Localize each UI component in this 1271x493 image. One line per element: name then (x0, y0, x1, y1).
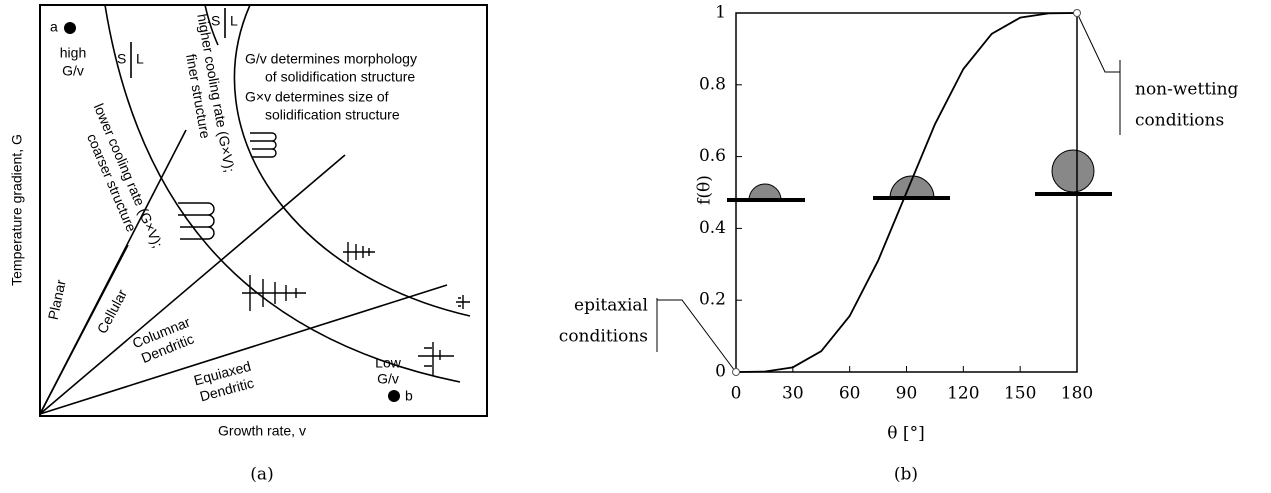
note: G/v determines morphology (245, 51, 417, 67)
caption: (a) (250, 465, 273, 485)
droplet (748, 183, 782, 201)
cooling-label: lower cooling rate (G×V); coarser struct… (84, 101, 166, 250)
leader (657, 299, 736, 372)
phase-label: L (230, 13, 238, 29)
equiaxed-large (418, 342, 454, 376)
x-tick-label: 120 (947, 384, 979, 404)
note: G×v determines size of (245, 89, 389, 105)
region-label: Columnar Dendritic (130, 314, 196, 366)
point-a (64, 22, 76, 34)
cooling-curve (204, 4, 219, 46)
note: of solidification structure (265, 69, 415, 85)
x-axis-label: θ [°] (887, 424, 924, 444)
cells-small (250, 132, 277, 158)
frame (39, 4, 488, 417)
cooling-curve (233, 4, 471, 317)
line (735, 12, 1078, 373)
boundaries (39, 4, 471, 415)
dendrite-small (343, 242, 375, 262)
droplet (1051, 149, 1095, 193)
equiaxed-small (456, 295, 470, 309)
y-tick-label: 0.4 (699, 218, 726, 238)
x-tick-label: 60 (839, 384, 861, 404)
cooling-curve (104, 4, 461, 383)
point-label: b (405, 388, 413, 404)
annotation: conditions (1135, 111, 1224, 131)
y-tick-label: 1 (715, 3, 726, 23)
caption: (b) (894, 465, 918, 485)
annotation: epitaxial (574, 296, 648, 316)
point-label: G/v (62, 63, 84, 79)
boundary (39, 154, 346, 415)
x-tick-label: 180 (1061, 384, 1093, 404)
x-tick-label: 150 (1004, 384, 1036, 404)
axis-label: Temperature gradient, G (9, 134, 25, 286)
y-axis-label: f(θ) (695, 175, 715, 205)
region-label: Cellular (94, 286, 131, 336)
end-marker (732, 368, 740, 376)
region-label: Equiaxed Dendritic (192, 358, 255, 405)
point-label: a (50, 19, 58, 35)
y-tick-label: 0 (715, 362, 726, 382)
leader (1077, 14, 1120, 73)
leaders (656, 14, 1121, 372)
panel-a: a high G/v Low G/v b S L S L G/v determi… (9, 4, 488, 485)
x-tick-label: 90 (896, 384, 918, 404)
x-tick-label: 0 (731, 384, 742, 404)
point-b (388, 390, 400, 402)
cooling-label: higher cooling rate (G×V); finer structu… (183, 13, 238, 174)
axis-label: Growth rate, v (218, 423, 306, 439)
annotation: non-wetting (1135, 80, 1239, 100)
end-marker (1073, 9, 1081, 17)
annotation: conditions (559, 327, 648, 347)
phase-label: S (211, 13, 220, 29)
phase-label: L (136, 51, 144, 67)
structure-icons (178, 132, 470, 376)
cells-large (178, 202, 215, 240)
x-tick-label: 30 (782, 384, 804, 404)
droplets (727, 149, 1112, 202)
phase-label: S (117, 51, 126, 67)
boundary (39, 284, 448, 415)
note: solidification structure (265, 107, 400, 123)
y-tick-label: 0.8 (699, 74, 726, 94)
y-tick-label: 0.6 (699, 146, 726, 166)
point-label: Low (375, 355, 402, 371)
annotations: non-wetting conditions epitaxial conditi… (559, 80, 1239, 485)
point-label: G/v (377, 371, 399, 387)
region-label: Planar (45, 278, 69, 321)
dendrite-large (242, 275, 306, 311)
y-tick-label: 0.2 (699, 290, 726, 310)
point-label: high (60, 45, 86, 61)
